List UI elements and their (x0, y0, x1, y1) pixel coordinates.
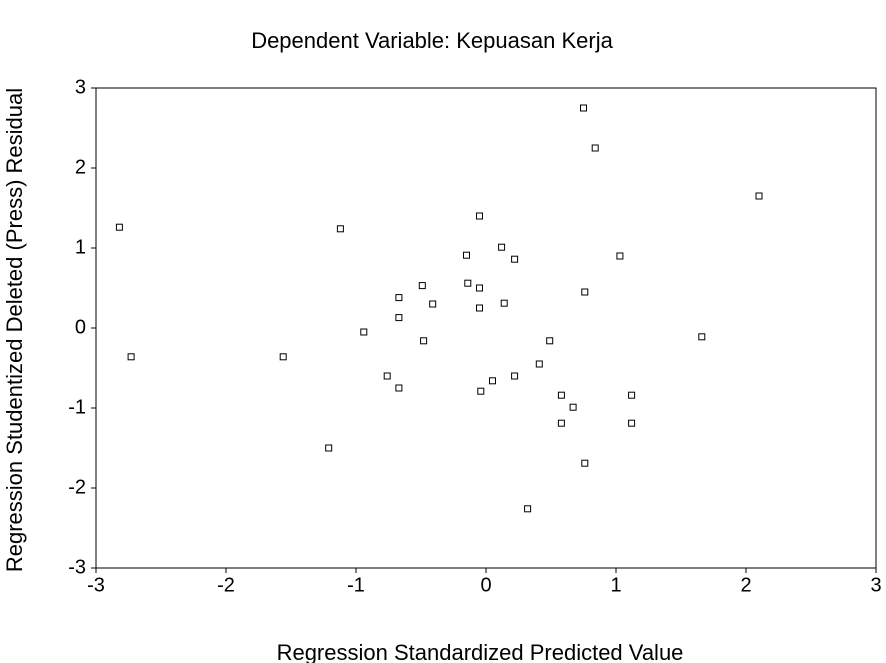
point (383, 372, 391, 380)
x-tick-label: -2 (217, 574, 235, 596)
x-tick-label: -1 (347, 574, 365, 596)
x-tick-label: 2 (740, 574, 751, 596)
point (580, 104, 587, 112)
point (557, 391, 565, 399)
point (476, 304, 483, 312)
point (429, 300, 437, 308)
y-tick-label: -1 (68, 396, 86, 418)
point (557, 419, 565, 427)
y-tick-label: 0 (75, 316, 86, 338)
point (755, 192, 763, 200)
y-axis-label: Regression Studentized Deleted (Press) R… (2, 88, 27, 572)
point (511, 372, 519, 380)
plot-frame (95, 87, 877, 569)
x-tick-label: 1 (610, 574, 621, 596)
point (616, 252, 624, 260)
y-tick-label: 3 (75, 76, 86, 98)
point (581, 288, 589, 296)
point (524, 505, 532, 513)
point (500, 299, 508, 307)
y-tick-label: 1 (75, 236, 86, 258)
x-tick-label: 0 (480, 574, 491, 596)
point (698, 333, 706, 341)
point (279, 353, 287, 361)
point (464, 279, 472, 287)
point (360, 328, 368, 336)
point (477, 387, 485, 395)
point (420, 337, 428, 345)
point (628, 391, 636, 399)
point (581, 459, 589, 467)
point (463, 251, 470, 259)
point (476, 212, 483, 220)
point (395, 314, 403, 322)
y-tick-label: -3 (68, 556, 86, 578)
point (591, 144, 599, 152)
chart-title: Dependent Variable: Kepuasan Kerja (251, 28, 613, 53)
point (476, 284, 483, 292)
point (511, 255, 519, 263)
x-axis-label: Regression Standardized Predicted Value (277, 640, 684, 663)
point (535, 360, 543, 368)
x-tick-label: -3 (87, 574, 105, 596)
point (336, 225, 344, 233)
point (569, 403, 577, 411)
point (127, 353, 135, 361)
point (498, 243, 506, 251)
point (546, 337, 554, 345)
point (489, 377, 496, 385)
point (115, 223, 123, 231)
x-tick-label: 3 (870, 574, 881, 596)
point (395, 294, 403, 302)
point (418, 282, 426, 290)
point (628, 419, 636, 427)
point (395, 384, 403, 392)
y-tick-label: 2 (75, 156, 86, 178)
point (325, 444, 333, 452)
y-tick-label: -2 (68, 476, 86, 498)
